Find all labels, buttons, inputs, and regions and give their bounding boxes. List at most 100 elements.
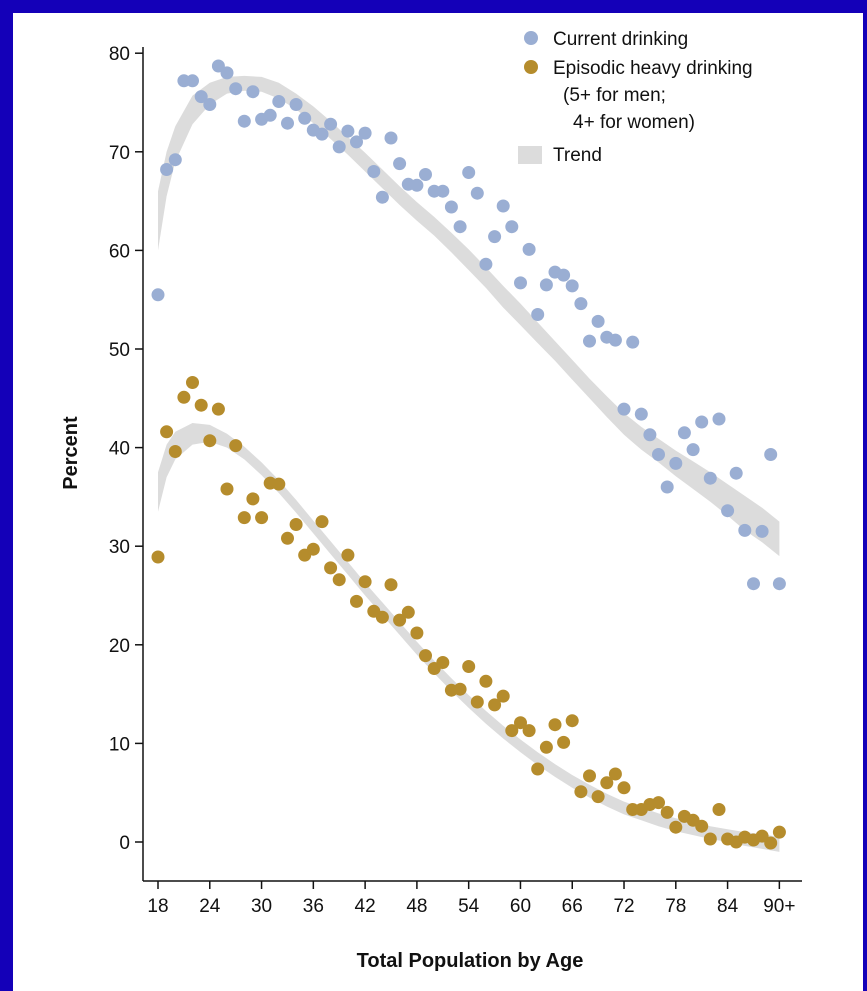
y-tick-label: 10 xyxy=(109,734,130,755)
data-point-current-drinking xyxy=(229,82,243,96)
data-point-current-drinking xyxy=(384,131,398,145)
y-tick-label: 80 xyxy=(109,44,130,65)
data-point-episodic-heavy-drinking xyxy=(591,790,605,804)
data-point-episodic-heavy-drinking xyxy=(703,832,717,846)
chart-panel: Percent Total Population by Age 0 10 20 30 4… xyxy=(13,13,863,991)
data-point-episodic-heavy-drinking xyxy=(419,649,432,663)
data-point-episodic-heavy-drinking xyxy=(332,573,346,587)
data-point-episodic-heavy-drinking xyxy=(186,376,199,389)
data-point-current-drinking xyxy=(583,334,596,348)
trend-band-current-drinking xyxy=(158,75,780,557)
data-point-current-drinking xyxy=(755,524,769,538)
data-point-current-drinking xyxy=(367,165,381,178)
data-point-current-drinking xyxy=(738,523,752,537)
data-point-current-drinking xyxy=(324,117,338,131)
data-point-current-drinking xyxy=(660,480,674,494)
x-tick-label: 18 xyxy=(147,896,168,917)
data-point-current-drinking xyxy=(479,257,493,271)
data-point-current-drinking xyxy=(712,412,726,426)
data-point-episodic-heavy-drinking xyxy=(531,762,545,776)
data-point-current-drinking xyxy=(168,153,182,167)
data-point-current-drinking xyxy=(514,276,527,290)
data-point-episodic-heavy-drinking xyxy=(194,398,208,412)
data-point-episodic-heavy-drinking xyxy=(211,402,225,416)
data-point-current-drinking xyxy=(608,333,622,347)
data-point-current-drinking xyxy=(634,407,648,421)
data-point-episodic-heavy-drinking xyxy=(255,511,269,525)
data-point-current-drinking xyxy=(341,124,355,138)
data-point-current-drinking xyxy=(470,186,484,200)
y-tick-label: 30 xyxy=(109,537,130,558)
data-point-current-drinking xyxy=(315,127,329,141)
data-point-current-drinking xyxy=(151,288,165,302)
data-point-episodic-heavy-drinking xyxy=(772,825,786,839)
y-tick-label: 50 xyxy=(109,340,130,361)
legend-sublabel-men: (5+ for men; xyxy=(563,85,666,106)
legend-sublabel-women: 4+ for women) xyxy=(573,112,695,133)
data-point-current-drinking xyxy=(281,116,294,130)
data-point-episodic-heavy-drinking xyxy=(496,689,510,703)
data-point-current-drinking xyxy=(669,456,683,470)
data-point-current-drinking xyxy=(375,190,389,204)
legend-marker-episodic-heavy-drinking xyxy=(524,60,538,74)
data-point-episodic-heavy-drinking xyxy=(652,796,665,810)
data-point-current-drinking xyxy=(419,168,432,181)
data-point-current-drinking xyxy=(488,230,502,244)
y-tick-label: 40 xyxy=(109,439,130,460)
data-point-episodic-heavy-drinking xyxy=(548,718,562,732)
data-point-episodic-heavy-drinking xyxy=(453,682,467,696)
data-point-episodic-heavy-drinking xyxy=(375,610,389,624)
data-point-episodic-heavy-drinking xyxy=(488,698,502,712)
data-point-current-drinking xyxy=(721,504,735,518)
data-point-current-drinking xyxy=(272,95,286,108)
data-point-episodic-heavy-drinking xyxy=(401,605,415,619)
data-point-episodic-heavy-drinking xyxy=(229,439,243,453)
legend-label-episodic-heavy-drinking: Episodic heavy drinking xyxy=(553,58,753,79)
x-tick-label: 24 xyxy=(199,896,221,917)
x-tick-label: 84 xyxy=(717,896,739,917)
data-point-current-drinking xyxy=(617,402,631,416)
data-point-current-drinking xyxy=(695,415,709,429)
data-point-episodic-heavy-drinking xyxy=(220,482,234,496)
data-point-current-drinking xyxy=(410,178,424,192)
data-point-episodic-heavy-drinking xyxy=(539,740,553,754)
data-point-current-drinking xyxy=(747,577,760,591)
data-point-episodic-heavy-drinking xyxy=(315,515,329,529)
y-tick-label: 0 xyxy=(119,833,130,854)
x-tick-label: 90+ xyxy=(763,896,795,917)
y-tick-label: 20 xyxy=(109,636,130,657)
data-point-current-drinking xyxy=(246,85,260,99)
trend-band-episodic-heavy-drinking xyxy=(158,423,780,852)
data-point-episodic-heavy-drinking xyxy=(350,594,363,608)
data-point-current-drinking xyxy=(186,74,199,88)
data-points-layer xyxy=(151,59,786,850)
data-point-episodic-heavy-drinking xyxy=(281,531,294,545)
x-tick-label: 42 xyxy=(355,896,376,917)
data-point-episodic-heavy-drinking xyxy=(272,477,286,491)
data-point-episodic-heavy-drinking xyxy=(764,836,778,850)
data-point-current-drinking xyxy=(557,268,571,282)
scatter-chart: Percent Total Population by Age 0 10 20 30 4… xyxy=(60,29,802,972)
data-point-current-drinking xyxy=(565,279,579,293)
data-point-episodic-heavy-drinking xyxy=(608,767,622,781)
x-tick-label: 78 xyxy=(665,896,686,917)
x-tick-label: 48 xyxy=(406,896,427,917)
data-point-current-drinking xyxy=(453,220,467,234)
axes: Percent Total Population by Age 0 10 20 30 4… xyxy=(60,44,802,972)
data-point-current-drinking xyxy=(160,163,174,176)
data-point-episodic-heavy-drinking xyxy=(289,518,303,531)
data-point-current-drinking xyxy=(350,135,363,149)
y-tick-label: 70 xyxy=(109,143,130,164)
x-axis-title: Total Population by Age xyxy=(357,950,584,972)
legend: Current drinking Episodic heavy drinking… xyxy=(518,29,753,166)
data-point-current-drinking xyxy=(298,111,312,125)
data-point-current-drinking xyxy=(772,577,786,591)
data-point-episodic-heavy-drinking xyxy=(557,735,571,749)
data-point-episodic-heavy-drinking xyxy=(410,626,424,640)
data-point-current-drinking xyxy=(531,308,545,321)
data-point-current-drinking xyxy=(652,448,665,461)
data-point-episodic-heavy-drinking xyxy=(237,511,251,525)
data-point-current-drinking xyxy=(505,220,519,234)
data-point-episodic-heavy-drinking xyxy=(470,695,484,709)
data-point-episodic-heavy-drinking xyxy=(695,819,709,833)
